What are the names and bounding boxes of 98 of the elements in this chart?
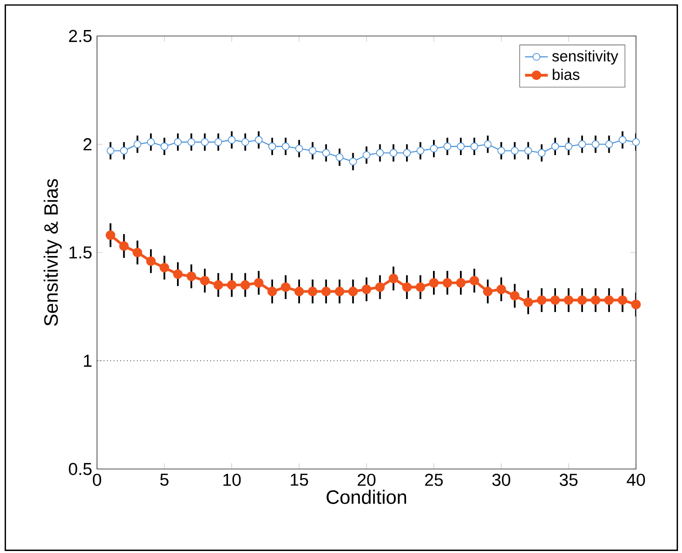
point — [631, 300, 641, 310]
point — [240, 280, 250, 290]
point — [390, 149, 398, 157]
x-tick-label: 10 — [223, 474, 241, 486]
point — [214, 138, 222, 146]
x-axis-title: Condition — [326, 490, 406, 504]
point — [267, 286, 277, 296]
point — [523, 297, 534, 308]
point — [470, 142, 478, 150]
point — [564, 295, 574, 305]
point — [134, 140, 142, 148]
point — [416, 282, 426, 292]
point — [592, 140, 600, 148]
point — [590, 295, 600, 305]
point — [282, 142, 290, 150]
point — [362, 284, 372, 294]
point — [605, 140, 613, 148]
point — [173, 269, 183, 279]
legend-label: bias — [552, 68, 580, 80]
x-tick-label: 35 — [560, 474, 578, 486]
x-tick-label: 25 — [425, 474, 443, 486]
point — [376, 149, 384, 157]
point — [618, 295, 628, 305]
point — [456, 278, 466, 288]
point — [132, 248, 142, 258]
point — [497, 146, 506, 155]
point — [187, 138, 196, 146]
point — [186, 272, 196, 282]
x-tick-label: 40 — [626, 474, 645, 486]
point — [336, 153, 344, 162]
point — [200, 138, 209, 146]
point — [416, 146, 424, 155]
x-tick-label: 5 — [160, 474, 168, 486]
point — [321, 286, 331, 296]
point — [349, 158, 357, 166]
point — [524, 146, 532, 155]
point — [294, 286, 304, 296]
point — [254, 278, 264, 288]
point — [146, 256, 156, 266]
point — [577, 295, 587, 305]
y-tick-label: 1 — [84, 354, 92, 367]
y-axis-title: Sensitivity & Bias — [44, 179, 62, 326]
x-tick-label: 15 — [290, 474, 308, 486]
point — [538, 149, 546, 157]
point — [482, 286, 493, 296]
point — [147, 138, 155, 146]
point — [550, 295, 560, 305]
x-tick-label: 0 — [92, 474, 102, 486]
point — [308, 286, 318, 296]
point — [308, 146, 316, 155]
point — [510, 146, 519, 155]
point — [334, 286, 344, 296]
point — [120, 146, 128, 155]
x-tick-label: 30 — [492, 474, 510, 486]
x-tick-label: 20 — [358, 474, 376, 486]
point — [254, 136, 263, 144]
point — [388, 274, 398, 284]
y-tick-label: 1.5 — [70, 246, 92, 259]
point — [375, 282, 385, 292]
point — [536, 295, 546, 305]
point — [106, 230, 116, 240]
point — [226, 280, 237, 290]
point — [348, 286, 358, 296]
point — [362, 151, 370, 159]
point — [403, 149, 411, 157]
point — [578, 140, 586, 148]
point — [443, 142, 452, 150]
point — [551, 142, 560, 150]
point — [564, 142, 572, 150]
point — [160, 262, 170, 272]
point — [174, 138, 182, 146]
point — [442, 278, 452, 288]
point — [632, 138, 640, 146]
y-tick-label: 0.5 — [68, 462, 92, 476]
point — [241, 138, 250, 146]
point — [268, 142, 276, 150]
legend-label: sensitivity — [552, 50, 618, 65]
point — [496, 284, 506, 294]
point — [470, 276, 480, 286]
point — [119, 241, 129, 251]
point — [228, 136, 236, 144]
point — [429, 278, 439, 288]
point — [456, 142, 465, 150]
point — [430, 144, 438, 152]
point — [618, 136, 626, 144]
point — [402, 282, 412, 292]
y-tick-label: 2.5 — [69, 30, 92, 42]
point — [160, 142, 168, 150]
point — [484, 140, 492, 148]
point — [322, 149, 330, 157]
point — [280, 282, 290, 292]
point — [106, 146, 114, 155]
point — [200, 276, 210, 286]
y-tick-label: 2 — [84, 138, 92, 150]
point — [295, 144, 303, 152]
point — [213, 280, 224, 290]
point — [604, 295, 614, 305]
point — [510, 290, 520, 301]
